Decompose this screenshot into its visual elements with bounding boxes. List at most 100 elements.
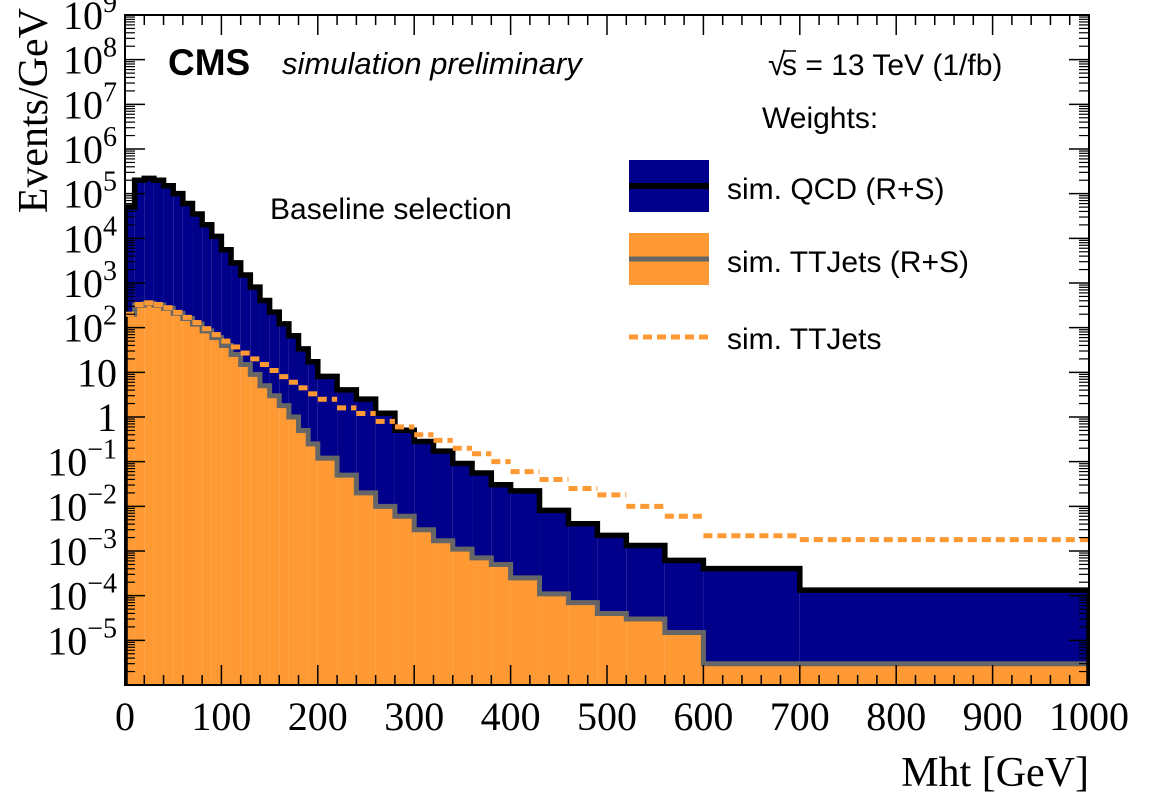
ttjets-bar [799, 663, 1089, 685]
qcd-bar [597, 535, 627, 614]
x-tick-label: 800 [866, 694, 926, 739]
y-tick-exponent: 7 [103, 77, 117, 108]
x-tick-label: 500 [577, 694, 637, 739]
y-tick-label: 102 [63, 301, 117, 351]
legend-ttjets-rs-label: sim. TTJets (R+S) [727, 246, 969, 279]
legend-qcd-label: sim. QCD (R+S) [727, 173, 945, 206]
y-tick-base: 10 [63, 0, 103, 38]
ttjets-bar [337, 475, 357, 685]
y-tick-label: 10−3 [47, 524, 117, 574]
y-tick-exponent: 8 [103, 33, 117, 64]
qcd-bar [134, 180, 145, 306]
x-axis-label: Mht [GeV] [901, 750, 1089, 796]
y-tick-base: 10 [63, 216, 103, 261]
qcd-bar [144, 178, 154, 304]
qcd-bar [664, 560, 704, 633]
y-tick-base: 10 [77, 350, 117, 395]
energy-label: s = 13 TeV (1/fb) [782, 49, 1002, 82]
ttjets-bar [259, 385, 270, 685]
qcd-bar [221, 249, 232, 346]
y-tick-base: 10 [47, 529, 87, 574]
y-tick-exponent: −2 [87, 479, 117, 510]
qcd-bar [414, 441, 434, 530]
y-tick-base: 10 [63, 127, 103, 172]
y-tick-base: 10 [47, 484, 87, 529]
ttjets-bar [134, 305, 145, 685]
y-tick-base: 10 [47, 618, 87, 663]
qcd-bar [394, 430, 415, 517]
qcd-bar [703, 568, 800, 664]
qcd-bar [182, 203, 193, 319]
qcd-bar [250, 287, 260, 375]
qcd-bar [163, 185, 174, 309]
ttjets-bar [173, 313, 183, 685]
qcd-bar [626, 545, 665, 620]
ttjets-bar [414, 529, 434, 685]
ttjets-bar [703, 663, 800, 685]
y-tick-exponent: 3 [103, 256, 117, 287]
x-tick-label: 900 [963, 694, 1023, 739]
y-tick-base: 10 [63, 306, 103, 351]
x-tick-label: 1000 [1049, 694, 1129, 739]
qcd-bar [173, 193, 183, 314]
ttjets-bar [626, 619, 665, 685]
ttjets-bar [221, 345, 232, 685]
qcd-bar [337, 389, 357, 476]
x-tick-label: 200 [288, 694, 348, 739]
y-tick-label: 109 [63, 0, 117, 38]
qcd-bar [259, 300, 270, 386]
qcd-bar [288, 335, 299, 417]
qcd-stack-outline [125, 175, 1089, 685]
ttjets-bar [356, 492, 376, 685]
legend-ttjets-label: sim. TTJets [727, 323, 881, 356]
y-tick-exponent: −3 [87, 524, 117, 555]
ttjets-bar [472, 557, 492, 685]
y-tick-exponent: 4 [103, 211, 117, 242]
qcd-bar [491, 484, 511, 565]
y-tick-exponent: 5 [103, 167, 117, 198]
qcd-bar [539, 510, 569, 594]
y-tick-label: 108 [63, 33, 117, 83]
legend-header: Weights: [762, 102, 878, 135]
legend: sim. QCD (R+S) sim. TTJets (R+S) sim. TTJe… [629, 160, 969, 356]
cms-label: CMS [168, 42, 250, 83]
qcd-bar [356, 399, 376, 493]
qcd-bar [269, 312, 280, 396]
y-tick-base: 10 [63, 172, 103, 217]
qcd-bar [192, 213, 203, 325]
qcd-bar [279, 323, 289, 406]
x-tick-label: 400 [481, 694, 541, 739]
ttjets-bar [433, 540, 453, 685]
y-tick-exponent: 6 [103, 122, 117, 153]
x-tick-label: 600 [673, 694, 733, 739]
qcd-bar [308, 361, 318, 444]
ttjets-bar [250, 374, 260, 685]
chart-text-layer: CMS simulation preliminary √ s = 13 TeV … [11, 8, 1089, 796]
qcd-bar [231, 262, 241, 355]
simulation-preliminary-label: simulation preliminary [282, 46, 584, 81]
qcd-bar [375, 413, 395, 507]
qcd-bar [202, 224, 212, 331]
ttjets-bar [144, 303, 154, 685]
y-tick-base: 10 [63, 261, 103, 306]
ttjets-bar [231, 354, 241, 685]
ttjets-bar [491, 564, 511, 685]
plot-clipped-group [125, 175, 1089, 685]
qcd-bar [510, 490, 540, 578]
ttjets-bar [317, 458, 338, 685]
ttjets-bar [240, 364, 251, 685]
y-tick-base: 10 [63, 82, 103, 127]
y-tick-label: 10−1 [47, 435, 117, 485]
y-tick-label: 103 [63, 256, 117, 306]
ttjets-bar [308, 443, 318, 685]
ttjets-bar [211, 337, 222, 685]
x-tick-label: 700 [770, 694, 830, 739]
ttjets-bar [279, 405, 289, 685]
sqrt-symbol: √ [768, 46, 786, 82]
qcd-bar [799, 590, 1089, 664]
ttjets-bar [375, 506, 395, 685]
ttjets-bar [288, 417, 299, 685]
qcd-bar [211, 236, 222, 338]
y-tick-base: 10 [47, 440, 87, 485]
qcd-bar [317, 376, 338, 459]
